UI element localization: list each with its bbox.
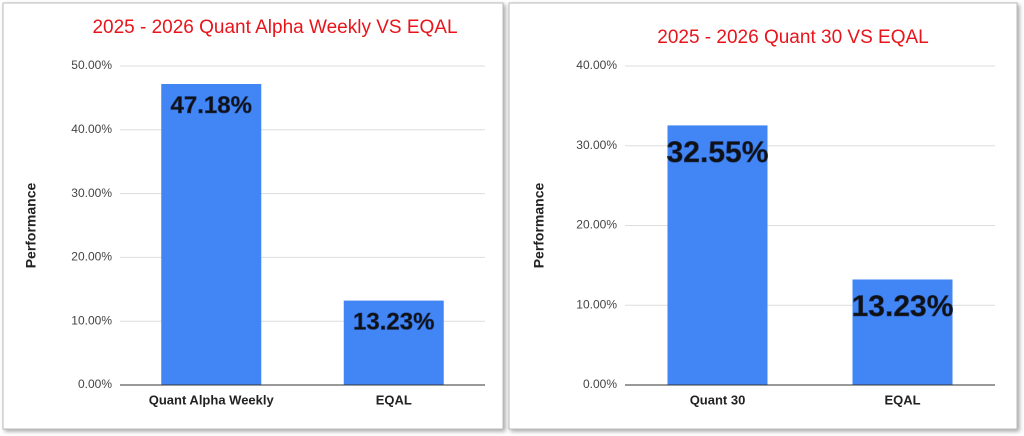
- y-axis-label: Performance: [531, 182, 547, 268]
- y-tick-label: 30.00%: [576, 138, 617, 152]
- bar: [667, 125, 768, 385]
- data-label: 13.23%: [353, 309, 434, 336]
- y-tick-label: 0.00%: [583, 377, 617, 391]
- y-axis-label: Performance: [23, 182, 39, 268]
- y-tick-label: 10.00%: [71, 313, 112, 327]
- y-tick-label: 40.00%: [71, 122, 112, 136]
- data-label: 13.23%: [852, 290, 954, 323]
- chart-title: 2025 - 2026 Quant Alpha Weekly VS EQAL: [92, 17, 457, 38]
- bar: [852, 279, 953, 385]
- y-tick-label: 20.00%: [71, 250, 112, 264]
- y-tick-label: 40.00%: [576, 58, 617, 72]
- y-tick-label: 10.00%: [576, 297, 617, 311]
- y-tick-label: 30.00%: [71, 186, 112, 200]
- y-tick-label: 0.00%: [78, 377, 112, 391]
- x-tick-label: Quant 30: [690, 392, 746, 407]
- bar: [343, 300, 444, 385]
- x-tick-label: Quant Alpha Weekly: [149, 392, 275, 407]
- data-label: 47.18%: [171, 92, 252, 119]
- chart-title: 2025 - 2026 Quant 30 VS EQAL: [657, 27, 928, 48]
- y-tick-label: 20.00%: [576, 218, 617, 232]
- x-tick-label: EQAL: [884, 392, 920, 407]
- bar: [161, 83, 262, 385]
- x-tick-label: EQAL: [376, 392, 412, 407]
- y-tick-label: 50.00%: [71, 58, 112, 72]
- data-label: 32.55%: [667, 136, 769, 169]
